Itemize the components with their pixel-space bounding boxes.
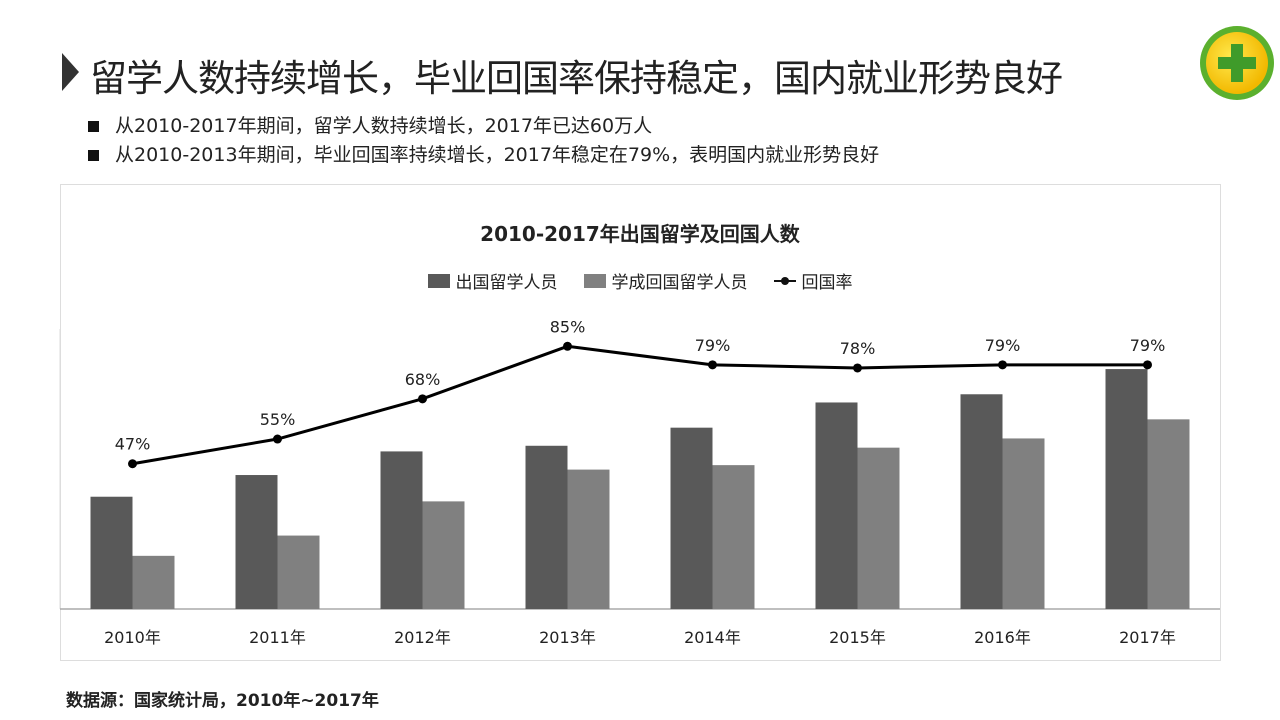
bullet-list: 从2010-2017年期间，留学人数持续增长，2017年已达60万人 从2010… (88, 112, 879, 170)
data-label: 79% (695, 336, 731, 355)
bar-returned (132, 555, 175, 609)
x-tick-label: 2013年 (539, 628, 596, 647)
data-label: 55% (260, 410, 296, 429)
360-logo-icon (1198, 24, 1276, 104)
legend-label: 回国率 (801, 273, 853, 293)
line-point (1143, 360, 1152, 370)
bar-returned (277, 535, 320, 609)
x-tick-label: 2015年 (829, 628, 886, 647)
line-point (998, 360, 1007, 370)
x-tick-label: 2016年 (974, 628, 1031, 647)
bar-outgoing (960, 394, 1003, 609)
data-label: 68% (405, 370, 441, 389)
line-point (708, 360, 717, 370)
title-arrow-icon (62, 53, 79, 91)
bar-outgoing (815, 402, 858, 609)
bar-outgoing (90, 496, 133, 609)
bullet-item: 从2010-2017年期间，留学人数持续增长，2017年已达60万人 (88, 112, 879, 141)
line-point (853, 363, 862, 373)
line-point (128, 459, 137, 469)
bar-returned (857, 447, 900, 609)
x-tick-label: 2010年 (104, 628, 161, 647)
line-return-rate (132, 344, 1148, 466)
bullet-text: 从2010-2013年期间，毕业回国率持续增长，2017年稳定在79%，表明国内… (115, 144, 880, 166)
legend-swatch (583, 273, 606, 288)
bar-returned (422, 501, 465, 609)
data-label: 85% (550, 317, 586, 336)
page-title: 留学人数持续增长，毕业回国率保持稳定，国内就业形势良好 (90, 57, 1063, 100)
bar-returned (1147, 419, 1190, 609)
data-label: 79% (985, 336, 1021, 355)
line-point (273, 434, 282, 444)
x-tick-label: 2011年 (249, 628, 306, 647)
legend-label: 出国留学人员 (455, 273, 558, 293)
x-tick-label: 2017年 (1119, 628, 1176, 647)
data-source: 数据源：国家统计局，2010年~2017年 (66, 691, 379, 711)
bar-returned (567, 469, 610, 609)
bar-outgoing (235, 475, 278, 609)
bullet-text: 从2010-2017年期间，留学人数持续增长，2017年已达60万人 (115, 115, 653, 137)
data-label: 79% (1130, 336, 1166, 355)
x-tick-label: 2014年 (684, 628, 741, 647)
line-point (418, 394, 427, 404)
bullet-item: 从2010-2013年期间，毕业回国率持续增长，2017年稳定在79%，表明国内… (88, 141, 879, 170)
legend-item-return-rate: 回国率 (773, 268, 853, 293)
legend-label: 学成回国留学人员 (611, 273, 748, 293)
square-bullet-icon (88, 121, 99, 132)
data-label: 78% (840, 339, 876, 358)
bar-outgoing (1105, 369, 1148, 609)
legend-swatch (427, 273, 450, 288)
x-tick-label: 2012年 (394, 628, 451, 647)
square-bullet-icon (88, 150, 99, 161)
chart-title: 2010-2017年出国留学及回国人数 (480, 222, 800, 246)
data-label: 47% (115, 435, 151, 454)
chart-legend: 出国留学人员 学成回国留学人员 回国率 (0, 268, 1280, 293)
bar-outgoing (380, 451, 423, 609)
bar-returned (712, 465, 755, 609)
legend-item-returned: 学成回国留学人员 (583, 268, 748, 293)
legend-line-marker (773, 276, 796, 285)
legend-item-outgoing: 出国留学人员 (427, 268, 558, 293)
bar-outgoing (525, 445, 568, 609)
bar-returned (1002, 438, 1045, 609)
bar-outgoing (670, 427, 713, 609)
line-point (563, 341, 572, 351)
